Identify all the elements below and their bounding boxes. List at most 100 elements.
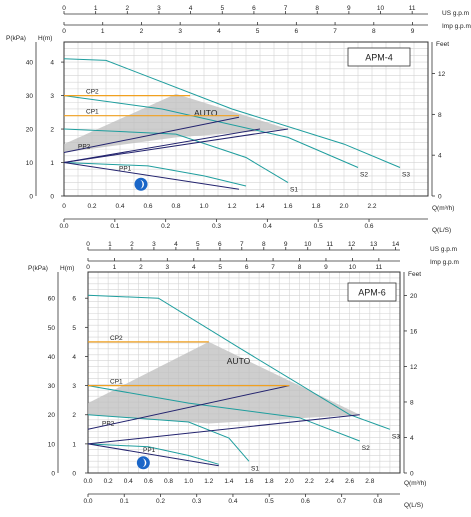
imp-tick-label: 1 <box>113 264 117 271</box>
kpa-tick-label: 0 <box>51 471 55 478</box>
m3h-tick-label: 2.8 <box>365 478 374 485</box>
m3h-tick-label: 1.2 <box>227 203 236 210</box>
feet-tick-label: 4 <box>410 435 414 442</box>
chart-title: APM-4 <box>365 53 393 63</box>
h-tick-label: 0 <box>50 194 54 201</box>
us-tick-label: 1 <box>94 5 98 12</box>
kpa-tick-label: 60 <box>48 296 56 303</box>
kpa-tick-label: 30 <box>48 383 56 390</box>
us-tick-label: 3 <box>152 241 156 248</box>
us-tick-label: 3 <box>157 5 161 12</box>
ls-tick-label: 0.6 <box>365 223 374 230</box>
series-line-s3 <box>63 58 401 168</box>
us-unit-label: US g.p.m <box>442 10 469 17</box>
series-label-s1: S1 <box>251 465 259 472</box>
imp-tick-label: 5 <box>256 28 260 35</box>
m3h-tick-label: 0.2 <box>104 478 113 485</box>
series-label-cp2: CP2 <box>110 335 123 342</box>
us-tick-label: 8 <box>315 5 319 12</box>
imp-tick-label: 0 <box>62 28 66 35</box>
imp-tick-label: 6 <box>295 28 299 35</box>
ls-tick-label: 0.6 <box>301 498 310 505</box>
series-label-cp1: CP1 <box>86 109 99 116</box>
imp-tick-label: 4 <box>192 264 196 271</box>
ls-tick-label: 0.4 <box>263 223 272 230</box>
series-line-s3 <box>87 294 391 430</box>
kpa-tick-label: 30 <box>26 93 34 100</box>
h-tick-label: 1 <box>50 160 54 167</box>
imp-tick-label: 9 <box>411 28 415 35</box>
m3h-tick-label: 1.6 <box>245 478 254 485</box>
ls-tick-label: 0.3 <box>212 223 221 230</box>
ls-tick-label: 0.1 <box>120 498 129 505</box>
imp-tick-label: 9 <box>324 264 328 271</box>
feet-tick-label: 12 <box>438 71 446 78</box>
kpa-tick-label: 10 <box>26 160 34 167</box>
ls-unit-label: Q(L/S) <box>432 227 451 234</box>
feet-tick-label: 0 <box>410 471 414 478</box>
m3h-tick-label: 1.0 <box>199 203 208 210</box>
ls-tick-label: 0.5 <box>265 498 274 505</box>
ls-tick-label: 0.4 <box>228 498 237 505</box>
pump-mode-icon-crescent <box>141 458 147 468</box>
ls-tick-label: 0.5 <box>314 223 323 230</box>
us-tick-label: 2 <box>125 5 129 12</box>
imp-tick-label: 7 <box>333 28 337 35</box>
auto-region <box>64 93 288 153</box>
ls-tick-label: 0.2 <box>161 223 170 230</box>
imp-tick-label: 6 <box>245 264 249 271</box>
imp-tick-label: 7 <box>271 264 275 271</box>
series-line-curve-3 <box>63 162 247 187</box>
series-line-pp2 <box>87 385 290 430</box>
imp-unit-label: Imp g.p.m <box>442 23 471 30</box>
us-tick-label: 1 <box>108 241 112 248</box>
series-line-pp2 <box>63 116 240 153</box>
series-label-s2: S2 <box>360 172 368 179</box>
plot-frame <box>87 271 401 474</box>
m3h-tick-label: 2.4 <box>325 478 334 485</box>
m3h-tick-label: 1.6 <box>283 203 292 210</box>
ls-tick-label: 0.7 <box>337 498 346 505</box>
feet-tick-label: 8 <box>410 399 414 406</box>
series-label-pp1: PP1 <box>143 447 156 454</box>
m3h-tick-label: 0.8 <box>164 478 173 485</box>
us-tick-label: 0 <box>86 241 90 248</box>
m3h-tick-label: 0.8 <box>171 203 180 210</box>
kpa-tick-label: 40 <box>26 60 34 67</box>
m3h-unit-label: Q(m³/h) <box>432 205 454 212</box>
h-tick-label: 2 <box>50 127 54 134</box>
series-line-pp1 <box>63 128 261 163</box>
imp-unit-label: Imp g.p.m <box>430 259 459 266</box>
m3h-tick-label: 2.0 <box>285 478 294 485</box>
m3h-tick-label: 2.6 <box>345 478 354 485</box>
kpa-unit-label: P(kPa) <box>6 35 26 42</box>
kpa-tick-label: 10 <box>48 441 56 448</box>
m3h-tick-label: 1.8 <box>265 478 274 485</box>
imp-tick-label: 2 <box>139 264 143 271</box>
imp-tick-label: 3 <box>166 264 170 271</box>
ls-tick-label: 0.3 <box>192 498 201 505</box>
m3h-tick-label: 1.4 <box>255 203 264 210</box>
us-tick-label: 12 <box>348 241 356 248</box>
h-tick-label: 3 <box>72 383 76 390</box>
feet-unit-label: Feet <box>408 271 421 278</box>
title-box <box>347 282 397 302</box>
kpa-unit-label: P(kPa) <box>28 265 48 272</box>
series-label-pp2: PP2 <box>78 143 91 150</box>
imp-tick-label: 2 <box>140 28 144 35</box>
imp-tick-label: 11 <box>375 264 382 271</box>
imp-tick-label: 1 <box>101 28 105 35</box>
ls-tick-label: 0.0 <box>83 498 92 505</box>
series-label-s3: S3 <box>392 433 400 440</box>
m3h-tick-label: 0.4 <box>124 478 133 485</box>
plot-frame <box>63 41 429 197</box>
pump-mode-icon <box>134 177 148 191</box>
pump-mode-icon-crescent <box>139 179 144 189</box>
auto-label: AUTO <box>227 356 251 366</box>
m3h-tick-label: 0.6 <box>144 478 153 485</box>
imp-tick-label: 8 <box>298 264 302 271</box>
h-tick-label: 5 <box>72 325 76 332</box>
kpa-tick-label: 20 <box>48 412 56 419</box>
